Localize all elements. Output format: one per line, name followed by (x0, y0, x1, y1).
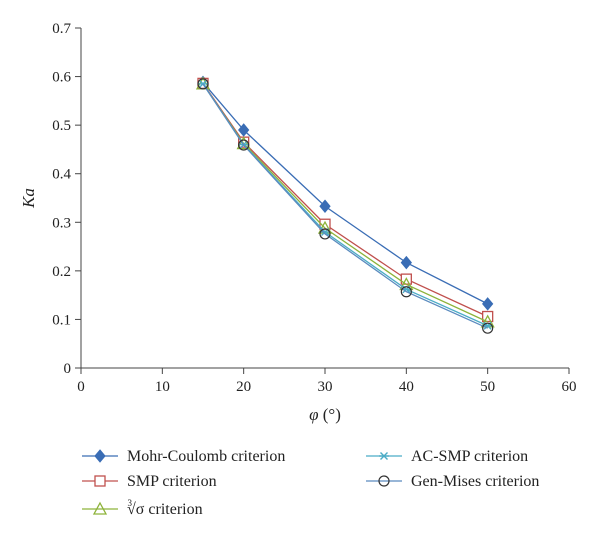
y-tick-label: 0.2 (52, 264, 71, 280)
series-4 (197, 78, 494, 334)
legend-marker-stroke (380, 452, 388, 460)
legend-label: SMP criterion (127, 473, 217, 490)
y-tick-label: 0.5 (52, 118, 71, 134)
series-line (202, 83, 488, 323)
legend-label: Gen-Mises criterion (411, 473, 539, 490)
y-tick-label: 0.7 (52, 21, 71, 37)
x-tick-label: 60 (562, 379, 577, 395)
data-point (238, 139, 250, 151)
data-point (319, 199, 331, 214)
y-axis-label: Ka (19, 188, 38, 209)
x-tick-label: 10 (155, 379, 170, 395)
data-point (238, 123, 250, 137)
legend-label-suffix: criterion (144, 501, 202, 518)
series-0 (197, 75, 494, 311)
series-line (202, 83, 488, 329)
x-axis-label-unit: (°) (323, 405, 341, 424)
series-1 (197, 77, 494, 323)
legend-label: AC-SMP criterion (411, 448, 528, 465)
data-point (480, 314, 495, 328)
legend-entry: AC-SMP criterion (366, 448, 528, 465)
legend-label: 3√σ criterion (127, 498, 203, 518)
series-3 (198, 79, 493, 330)
y-tick-label: 0.6 (52, 70, 71, 86)
series-2 (195, 76, 495, 328)
y-tick-label: 0.1 (52, 312, 71, 328)
x-axis-label: φ (°) (309, 405, 341, 424)
data-point (197, 78, 209, 90)
series-line (202, 83, 488, 327)
data-point (482, 322, 494, 334)
legend-marker (378, 475, 390, 487)
legend-entry: Gen-Mises criterion (366, 473, 539, 490)
data-point (319, 228, 331, 240)
x-tick-label: 30 (318, 379, 333, 395)
legend-label: Mohr-Coulomb criterion (127, 448, 285, 465)
data-point (400, 255, 412, 270)
x-axis-label-symbol: φ (309, 405, 323, 424)
x-tick-label: 20 (236, 379, 251, 395)
legend-label-root: √σ (127, 501, 145, 518)
legend-marker (92, 501, 108, 515)
series-line (202, 81, 488, 305)
y-tick-label: 0 (64, 361, 72, 377)
x-tick-label: 0 (77, 379, 85, 395)
legend-marker (94, 449, 106, 463)
series-layer (195, 75, 495, 334)
legend-marker (94, 475, 106, 487)
data-point (236, 136, 251, 150)
legend-entry: Mohr-Coulomb criterion (82, 448, 285, 465)
x-tick-label: 50 (480, 379, 495, 395)
legend-entry: SMP criterion (82, 473, 217, 490)
data-point (482, 297, 494, 311)
legend: Mohr-Coulomb criterion SMP criterion 3√σ c… (82, 448, 539, 518)
axes: 0 0.1 0.2 0.3 0.4 0.5 0.6 0.7 0 10 20 30 40 50 60 Ka φ (… (19, 21, 577, 424)
legend-label-index: 3 (128, 498, 133, 508)
legend-entry: 3√σ criterion (82, 498, 203, 518)
legend-marker (379, 452, 389, 460)
y-tick-label: 0.4 (52, 167, 71, 183)
data-point (400, 286, 412, 298)
x-tick-label: 40 (399, 379, 414, 395)
y-tick-label: 0.3 (52, 215, 71, 231)
